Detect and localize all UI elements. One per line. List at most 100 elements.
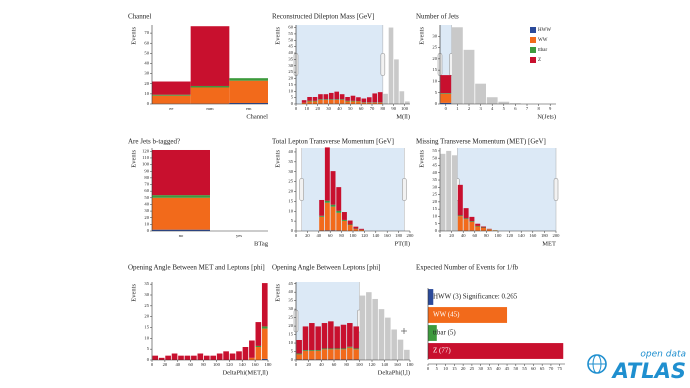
bar-segment bbox=[255, 347, 262, 360]
x-tick-label: 40 bbox=[496, 366, 501, 371]
y-axis-label: Events bbox=[130, 150, 137, 168]
bar-segment bbox=[342, 219, 347, 221]
chart-panel: Number of Jets 0 1 2 3 4 5 6 7 8 9 0 5 10 15 20 25 30 N(Je… bbox=[416, 13, 556, 120]
background-bar bbox=[391, 329, 397, 360]
x-tick-label: 40 bbox=[461, 233, 466, 238]
bar-segment bbox=[475, 226, 481, 231]
bar-segment bbox=[249, 340, 255, 358]
bar-segment bbox=[318, 99, 323, 100]
bar-segment bbox=[353, 226, 359, 229]
y-axis-label: Events bbox=[274, 284, 281, 302]
y-tick-label: 90 bbox=[144, 168, 149, 173]
bar-segment bbox=[321, 349, 328, 360]
x-tick-label: 180 bbox=[541, 233, 549, 238]
legend-label: WW bbox=[538, 38, 548, 43]
x-tick-label: 9 bbox=[549, 106, 552, 111]
bar-segment bbox=[457, 216, 463, 231]
bar-segment bbox=[152, 229, 210, 231]
bar-segment bbox=[359, 230, 364, 231]
y-tick-label: 45 bbox=[288, 44, 293, 49]
bar-segment bbox=[328, 349, 334, 360]
zoom-icon[interactable] bbox=[401, 328, 407, 334]
chart-title: Total Lepton Transverse Momentum [GeV] bbox=[272, 138, 394, 146]
y-tick-label: 25 bbox=[288, 69, 293, 74]
bar bbox=[428, 325, 437, 341]
bar-segment bbox=[463, 208, 469, 219]
legend-swatch bbox=[530, 57, 536, 63]
x-tick-label: 25 bbox=[470, 366, 475, 371]
bar-segment bbox=[353, 326, 359, 349]
bar-segment bbox=[469, 221, 475, 231]
y-tick-label: 25 bbox=[288, 179, 293, 184]
y-tick-label: 35 bbox=[288, 159, 293, 164]
background-bar bbox=[452, 155, 457, 231]
x-tick-label: 3 bbox=[479, 106, 482, 111]
y-tick-label: 0 bbox=[147, 357, 150, 362]
chart-panel: Reconstructed Dilepton Mass [GeV] 0 10 20 30… bbox=[272, 13, 410, 120]
x-tick-label: 20 bbox=[315, 106, 320, 111]
y-tick-label: 10 bbox=[288, 340, 293, 345]
bar-segment bbox=[197, 353, 204, 360]
bar-segment bbox=[330, 171, 336, 205]
bar-label: ttbar (5) bbox=[433, 329, 456, 337]
y-tick-label: 5 bbox=[291, 95, 294, 100]
bar-segment bbox=[249, 357, 255, 360]
x-tick-label: ee bbox=[169, 106, 173, 111]
bar-segment bbox=[347, 220, 353, 225]
y-tick-label: 15 bbox=[432, 67, 437, 72]
bar-segment bbox=[339, 99, 345, 100]
bar-segment bbox=[347, 347, 353, 360]
bar-segment bbox=[319, 215, 325, 217]
bar-segment bbox=[342, 220, 347, 231]
x-tick-label: 180 bbox=[407, 362, 415, 367]
bar-segment bbox=[345, 101, 350, 104]
bar-segment bbox=[242, 347, 249, 360]
bar-segment bbox=[339, 94, 345, 100]
background-bar bbox=[397, 339, 404, 360]
background-bar bbox=[383, 93, 388, 104]
selection-handle bbox=[402, 178, 407, 201]
y-tick-label: 55 bbox=[288, 31, 293, 36]
x-tick-label: 140 bbox=[239, 362, 247, 367]
background-bar bbox=[475, 83, 486, 104]
bar-segment bbox=[158, 357, 165, 360]
bar-segment bbox=[336, 212, 342, 231]
y-tick-label: 25 bbox=[144, 303, 149, 308]
chart-title: Number of Jets bbox=[416, 13, 459, 21]
y-tick-label: 70 bbox=[144, 182, 149, 187]
legend-label: ttbar bbox=[538, 48, 547, 53]
x-tick-label: 160 bbox=[529, 233, 537, 238]
x-tick-label: 200 bbox=[553, 233, 561, 238]
x-tick-label: 0 bbox=[295, 362, 298, 367]
bar-segment bbox=[152, 355, 159, 360]
bar-segment bbox=[366, 97, 372, 103]
y-axis-label: Events bbox=[274, 27, 281, 45]
x-axis-label: Channel bbox=[246, 113, 268, 120]
bar-segment bbox=[302, 351, 309, 360]
selection bbox=[440, 25, 452, 104]
background-bar bbox=[399, 91, 405, 104]
legend-swatch bbox=[530, 27, 536, 33]
y-tick-label: 35 bbox=[144, 281, 149, 286]
x-tick-label: 120 bbox=[361, 233, 369, 238]
x-axis-label: BTag bbox=[254, 240, 269, 247]
y-tick-label: 20 bbox=[432, 199, 437, 204]
y-tick-label: 5 bbox=[291, 349, 294, 354]
bar-segment bbox=[463, 218, 469, 220]
bar-segment bbox=[334, 99, 340, 100]
bar-segment bbox=[229, 353, 236, 360]
background-bar bbox=[372, 298, 378, 360]
bar-label: Z (77) bbox=[433, 347, 451, 355]
bar-segment bbox=[334, 91, 340, 100]
y-tick-label: 20 bbox=[144, 215, 149, 220]
bar-segment bbox=[440, 93, 452, 94]
logo-top: open data bbox=[640, 350, 686, 360]
x-tick-label: 140 bbox=[372, 233, 380, 238]
bar-segment bbox=[324, 200, 330, 203]
bar-segment bbox=[440, 75, 452, 94]
background-bar bbox=[388, 27, 394, 105]
x-tick-label: 2 bbox=[468, 106, 471, 111]
bar-segment bbox=[236, 351, 242, 360]
y-tick-label: 35 bbox=[432, 177, 437, 182]
bar-segment bbox=[323, 99, 329, 100]
